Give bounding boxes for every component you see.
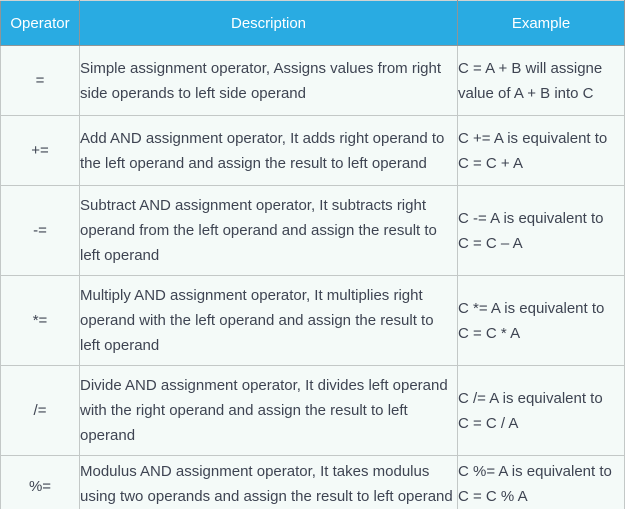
description-cell: Subtract AND assignment operator, It sub… (79, 185, 458, 276)
operator-cell: -= (0, 185, 80, 276)
example-cell: C -= A is equivalent to C = C – A (457, 185, 625, 276)
table-row: -= Subtract AND assignment operator, It … (0, 185, 625, 276)
table-row: /= Divide AND assignment operator, It di… (0, 365, 625, 456)
operator-cell: *= (0, 275, 80, 366)
description-cell: Add AND assignment operator, It adds rig… (79, 115, 458, 186)
table-row: %= Modulus AND assignment operator, It t… (0, 455, 625, 509)
column-header-example: Example (457, 0, 625, 46)
example-cell: C = A + B will assigne value of A + B in… (457, 45, 625, 116)
column-header-operator: Operator (0, 0, 80, 46)
table-row: += Add AND assignment operator, It adds … (0, 115, 625, 186)
operator-cell: += (0, 115, 80, 186)
description-cell: Modulus AND assignment operator, It take… (79, 455, 458, 509)
operator-cell: %= (0, 455, 80, 509)
example-cell: C /= A is equivalent to C = C / A (457, 365, 625, 456)
operator-cell: /= (0, 365, 80, 456)
table-header-row: Operator Description Example (0, 0, 625, 46)
table-row: = Simple assignment operator, Assigns va… (0, 45, 625, 116)
example-cell: C *= A is equivalent to C = C * A (457, 275, 625, 366)
example-cell: C %= A is equivalent to C = C % A (457, 455, 625, 509)
description-cell: Multiply AND assignment operator, It mul… (79, 275, 458, 366)
description-cell: Simple assignment operator, Assigns valu… (79, 45, 458, 116)
column-header-description: Description (79, 0, 458, 46)
operator-cell: = (0, 45, 80, 116)
description-cell: Divide AND assignment operator, It divid… (79, 365, 458, 456)
example-cell: C += A is equivalent to C = C + A (457, 115, 625, 186)
table-row: *= Multiply AND assignment operator, It … (0, 275, 625, 366)
